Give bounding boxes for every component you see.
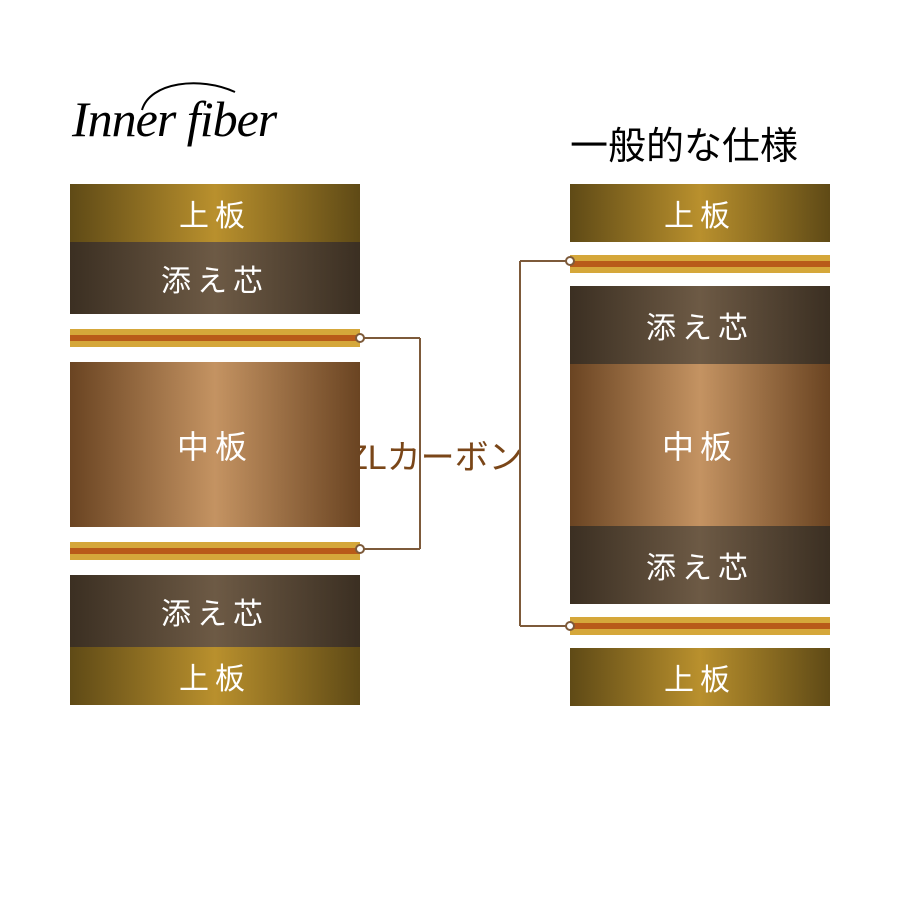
layer-label: 添え芯	[161, 589, 269, 633]
layer-support: 添え芯	[570, 526, 830, 604]
layer-label: 添え芯	[646, 303, 754, 347]
layer-gap	[70, 560, 360, 575]
layer-gap	[70, 314, 360, 329]
layer-label: 上板	[664, 655, 736, 699]
layer-support: 添え芯	[70, 575, 360, 647]
layer-label: 添え芯	[646, 543, 754, 587]
layer-center: 中板	[70, 362, 360, 527]
title-right-general: 一般的な仕様	[570, 115, 798, 170]
layer-label: 上板	[664, 191, 736, 235]
swash-icon	[140, 74, 300, 114]
layer-label: 中板	[177, 422, 253, 468]
layer-label: 上板	[179, 654, 251, 698]
center-label-text: ZLカーボン	[347, 439, 523, 477]
layer-label: 上板	[179, 191, 251, 235]
layer-top: 上板	[70, 184, 360, 242]
layer-gap	[570, 635, 830, 648]
layer-top: 上板	[570, 184, 830, 242]
column-general: 上板添え芯中板添え芯上板	[570, 184, 830, 706]
title-left-innerfiber: Inner fiber	[72, 90, 276, 148]
layer-gap	[570, 242, 830, 255]
column-innerfiber: 上板添え芯中板添え芯上板	[70, 184, 360, 705]
layer-gap	[70, 527, 360, 542]
center-label-zl-carbon: ZLカーボン	[347, 430, 523, 479]
layer-gap	[70, 347, 360, 362]
layer-gap	[570, 604, 830, 617]
layer-support: 添え芯	[570, 286, 830, 364]
layer-support: 添え芯	[70, 242, 360, 314]
layer-top: 上板	[70, 647, 360, 705]
layer-label: 中板	[662, 422, 738, 468]
layer-gap	[570, 273, 830, 286]
layer-label: 添え芯	[161, 256, 269, 300]
layer-center: 中板	[570, 364, 830, 526]
title-right-text: 一般的な仕様	[570, 126, 798, 168]
layer-top: 上板	[570, 648, 830, 706]
